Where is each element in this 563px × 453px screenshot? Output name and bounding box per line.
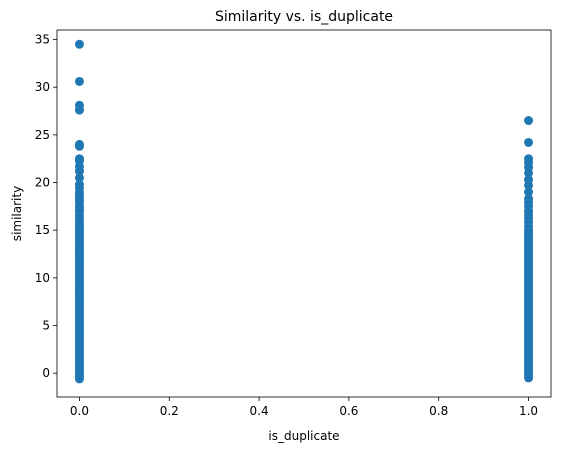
y-tick-label: 20: [35, 176, 50, 190]
x-axis-ticks: 0.0 0.2 0.4 0.6 0.8 1.0: [70, 397, 538, 418]
scatter-point: [524, 175, 534, 185]
x-axis-label: is_duplicate: [268, 429, 339, 443]
scatter-point: [74, 100, 84, 110]
x-tick-label: 0.4: [250, 404, 269, 418]
scatter-point: [74, 154, 84, 164]
chart-title: Similarity vs. is_duplicate: [215, 9, 393, 25]
y-tick-label: 10: [35, 271, 50, 285]
y-axis-ticks: 0 5 10 15 20 25 30 35: [35, 33, 57, 380]
scatter-point: [74, 173, 84, 183]
x-tick-label: 0.8: [429, 404, 448, 418]
scatter-point: [74, 76, 84, 86]
y-tick-label: 35: [35, 33, 50, 47]
scatter-point: [524, 137, 534, 147]
scatter-point: [74, 39, 84, 49]
x-tick-label: 1.0: [519, 404, 538, 418]
y-tick-label: 15: [35, 223, 50, 237]
y-tick-label: 25: [35, 128, 50, 142]
scatter-point: [524, 116, 534, 126]
y-tick-label: 0: [42, 366, 50, 380]
scatter-point: [74, 139, 84, 149]
x-tick-label: 0.2: [160, 404, 179, 418]
scatter-point: [74, 179, 84, 189]
plot-frame: [56, 29, 552, 398]
scatter-points: [74, 39, 534, 384]
scatter-point: [524, 194, 534, 204]
scatter-point: [524, 187, 534, 197]
x-tick-label: 0.0: [70, 404, 89, 418]
scatter-point: [524, 154, 534, 164]
y-axis-label: similarity: [10, 186, 24, 241]
y-tick-label: 30: [35, 80, 50, 94]
x-tick-label: 0.6: [339, 404, 358, 418]
y-tick-label: 5: [42, 319, 50, 333]
